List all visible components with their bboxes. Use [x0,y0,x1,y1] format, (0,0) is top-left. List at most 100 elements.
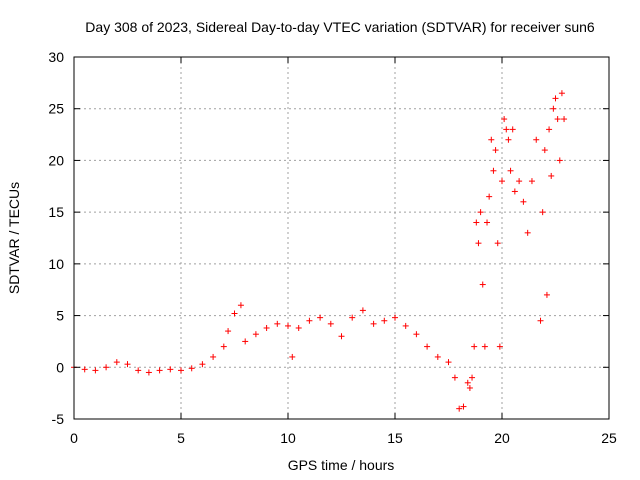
data-point [252,331,259,338]
grid [74,57,609,419]
x-tick-label: 10 [280,430,296,446]
data-point [473,219,480,226]
data-point [113,359,120,366]
data-point [490,167,497,174]
data-point [456,405,463,412]
x-tick-label: 20 [494,430,510,446]
data-point [477,209,484,216]
data-point [505,136,512,143]
data-point [413,331,420,338]
data-point [220,343,227,350]
data-point [481,343,488,350]
data-point [561,116,568,123]
data-point [327,320,334,327]
y-axis-label: SDTVAR / TECUs [6,182,22,294]
data-point [359,307,366,314]
data-point [537,317,544,324]
data-point [434,353,441,360]
x-tick-label: 5 [177,430,185,446]
data-point [210,353,217,360]
data-point [499,178,505,185]
data-point [471,343,478,350]
data-point [274,320,281,327]
y-tick-label: 30 [48,49,64,65]
data-point [486,193,493,200]
y-tick-label: 0 [56,359,64,375]
y-tick-label: 10 [48,256,64,272]
y-tick-label: -5 [52,411,65,427]
data-point [306,317,313,324]
data-point [402,322,409,329]
data-point [289,353,296,360]
data-point [524,229,531,236]
x-tick-label: 25 [601,430,617,446]
data-point [464,379,471,386]
data-point [546,126,553,133]
data-point [466,384,473,391]
y-tick-label: 5 [56,308,64,324]
y-tick-label: 25 [48,101,64,117]
data-point [317,314,324,321]
data-point [511,188,518,195]
data-point [92,367,99,374]
data-point [494,240,501,247]
data-point [469,374,476,381]
data-point [145,369,152,376]
data-point [188,365,195,372]
data-point [501,116,508,123]
data-point [424,343,431,350]
data-point [263,324,270,331]
data-point [541,147,548,154]
data-point [554,116,561,123]
data-point [178,367,184,374]
data-point [558,90,565,97]
data-point [445,359,452,366]
data-point [460,403,467,410]
data-point [156,367,163,374]
data-point [556,157,563,164]
data-point [225,328,232,335]
data-point [285,322,291,329]
data-point [528,178,535,185]
data-point [295,324,302,331]
data-point [484,219,491,226]
data-point [475,240,482,247]
data-point [533,136,540,143]
data-point [199,361,206,368]
data-point [516,178,523,185]
data-point [124,361,131,368]
data-point [492,147,499,154]
x-tick-label: 15 [387,430,403,446]
data-point [488,136,495,143]
data-point [520,198,527,205]
data-point [103,364,110,371]
data-point [167,366,174,373]
data-points [71,90,568,412]
data-point [503,126,510,133]
data-point [552,95,559,102]
data-point [242,338,249,345]
data-point [507,167,514,174]
data-point [81,366,88,373]
data-point [349,314,356,321]
chart-title: Day 308 of 2023, Sidereal Day-to-day VTE… [85,19,595,35]
data-point [509,126,516,133]
x-axis-label: GPS time / hours [288,457,395,473]
data-point [370,320,377,327]
x-tick-label: 0 [70,430,78,446]
plot-frame [73,56,610,420]
data-point [479,281,486,288]
data-point [550,105,557,112]
data-point [338,333,345,340]
data-point [539,209,546,216]
data-point [548,172,555,179]
axis-ticks: 0 5 10 15 20 25 -5 0 5 10 15 20 25 30 [48,49,617,446]
y-tick-label: 20 [48,152,64,168]
data-point [543,291,550,298]
data-point [237,302,244,309]
data-point [135,367,142,374]
data-point [381,317,388,324]
data-point [231,310,238,317]
data-point [392,314,398,321]
